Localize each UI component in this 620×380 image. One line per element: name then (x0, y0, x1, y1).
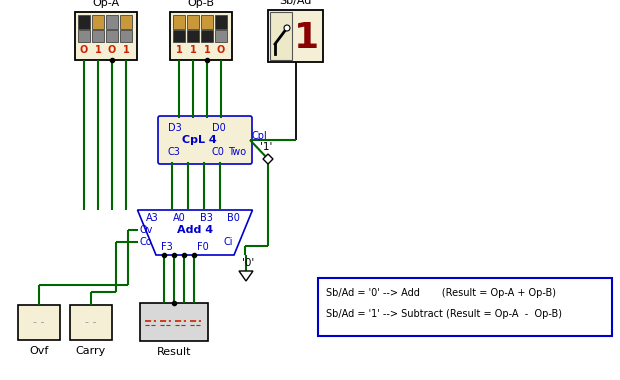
Bar (78, 15, 90, 29)
Text: Sb/Ad = '0' --> Add       (Result = Op-A + Op-B): Sb/Ad = '0' --> Add (Result = Op-A + Op-… (326, 288, 556, 298)
Text: B3: B3 (200, 213, 213, 223)
Text: Result: Result (157, 347, 191, 357)
Bar (120, 15, 132, 29)
Text: Sb/Ad: Sb/Ad (280, 0, 312, 6)
Text: Sb/Ad = '1' --> Subtract (Result = Op-A  -  Op-B): Sb/Ad = '1' --> Subtract (Result = Op-A … (326, 309, 562, 319)
Text: A3: A3 (146, 213, 158, 223)
Bar (106, 30, 118, 42)
Bar (173, 30, 185, 42)
Text: Co: Co (140, 237, 152, 247)
Text: D0: D0 (212, 123, 226, 133)
Bar (187, 30, 199, 42)
Bar (78, 30, 90, 42)
Bar (201, 15, 213, 29)
Bar (18, 305, 60, 340)
Text: CpL 4: CpL 4 (182, 135, 217, 145)
Text: '0': '0' (242, 258, 254, 268)
Bar (318, 278, 612, 336)
Bar (106, 15, 118, 29)
Text: 1: 1 (175, 45, 182, 55)
Text: D3: D3 (168, 123, 182, 133)
Text: O: O (217, 45, 225, 55)
Bar (70, 305, 112, 340)
Bar (215, 30, 227, 42)
Bar (92, 15, 104, 29)
Bar (140, 303, 208, 341)
Bar (215, 15, 227, 29)
Bar (92, 30, 104, 42)
Bar (201, 30, 213, 42)
Text: O: O (80, 45, 88, 55)
Text: Two: Two (228, 147, 246, 157)
Text: C0: C0 (212, 147, 225, 157)
Bar (268, 10, 323, 62)
Text: - -: - - (86, 317, 97, 327)
Text: Op-A: Op-A (92, 0, 120, 8)
Text: Add 4: Add 4 (177, 225, 213, 235)
Text: Op-B: Op-B (187, 0, 215, 8)
FancyBboxPatch shape (158, 116, 252, 164)
Text: Cpl: Cpl (252, 131, 268, 141)
Text: A0: A0 (172, 213, 185, 223)
Polygon shape (138, 210, 252, 255)
Text: F3: F3 (161, 242, 173, 252)
Text: - -: - - (33, 317, 45, 327)
Text: C3: C3 (168, 147, 181, 157)
Text: Carry: Carry (76, 346, 106, 356)
Bar (270, 12, 292, 60)
Text: '1': '1' (260, 142, 272, 152)
Text: F0: F0 (197, 242, 209, 252)
Text: 1: 1 (293, 21, 319, 55)
Text: 1: 1 (203, 45, 210, 55)
Bar (187, 15, 199, 29)
Text: 1: 1 (95, 45, 102, 55)
Text: Ci: Ci (223, 237, 232, 247)
Bar (170, 12, 232, 60)
Bar (173, 15, 185, 29)
Text: B0: B0 (227, 213, 240, 223)
Text: O: O (108, 45, 116, 55)
Polygon shape (263, 154, 273, 164)
Text: Ovf: Ovf (29, 346, 49, 356)
Text: 1: 1 (190, 45, 197, 55)
Bar (75, 12, 137, 60)
Bar (120, 30, 132, 42)
Text: 1: 1 (123, 45, 130, 55)
Polygon shape (239, 271, 253, 281)
Circle shape (284, 25, 290, 31)
Text: Ov: Ov (140, 225, 153, 235)
